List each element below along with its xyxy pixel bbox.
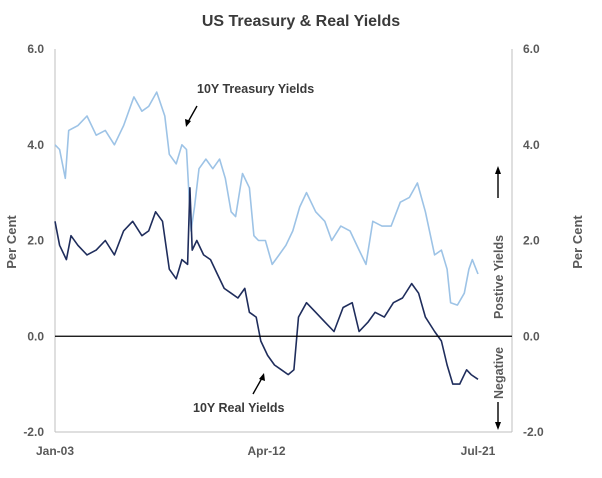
y-tick-right: 4.0 (523, 138, 540, 152)
y-tick-left: 2.0 (27, 234, 44, 248)
x-tick-label: Apr-12 (247, 444, 285, 458)
treasury-arrow (187, 105, 198, 123)
y-tick-left: 6.0 (27, 42, 44, 56)
positive-yields-label: Postive Yields (492, 235, 506, 319)
axis-ticks: -2.0 -2.0 0.0 0.0 2.0 2.0 4.0 4.0 6.0 6.0 Jan-03 Ap… (23, 42, 544, 458)
series-lines (54, 91, 479, 385)
treasury-yield-line (54, 91, 479, 306)
treasury-arrowhead (185, 119, 191, 127)
x-tick-label: Jul-21 (461, 444, 496, 458)
real-arrowhead (259, 373, 265, 381)
treasury-annotation: 10Y Treasury Yields (197, 82, 314, 96)
right-axis-title: Per Cent (570, 215, 585, 269)
x-tick-label: Jan-03 (36, 444, 74, 458)
negative-label: Negative (492, 347, 506, 399)
real-arrow (252, 377, 263, 395)
y-tick-right: 0.0 (523, 329, 540, 343)
positive-arrowhead (495, 166, 501, 174)
y-tick-right: 6.0 (523, 42, 540, 56)
left-axis-title: Per Cent (4, 215, 19, 269)
chart-title: US Treasury & Real Yields (202, 13, 400, 30)
y-tick-right: 2.0 (523, 234, 540, 248)
y-tick-left: 4.0 (27, 138, 44, 152)
negative-arrowhead (495, 422, 501, 430)
y-tick-left: -2.0 (23, 425, 44, 439)
y-tick-right: -2.0 (523, 425, 544, 439)
y-tick-left: 0.0 (27, 329, 44, 343)
real-annotation: 10Y Real Yields (193, 401, 285, 415)
real-yield-line (54, 187, 479, 385)
